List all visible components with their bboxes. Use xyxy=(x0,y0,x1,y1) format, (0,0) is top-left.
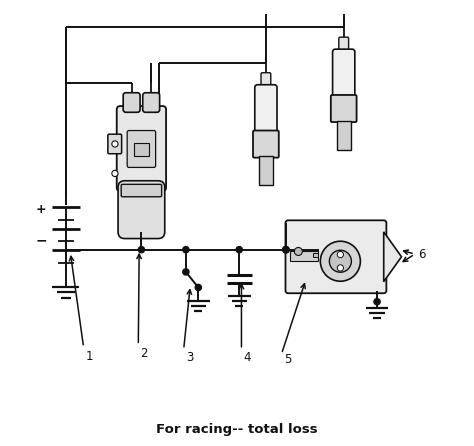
Circle shape xyxy=(294,248,302,256)
Circle shape xyxy=(337,265,344,271)
Circle shape xyxy=(112,170,118,177)
FancyBboxPatch shape xyxy=(117,106,166,191)
Text: −: − xyxy=(36,234,47,248)
Text: 2: 2 xyxy=(140,347,147,360)
FancyBboxPatch shape xyxy=(331,95,356,122)
Circle shape xyxy=(183,247,189,253)
Circle shape xyxy=(195,285,201,291)
Circle shape xyxy=(283,247,289,253)
Circle shape xyxy=(112,141,118,147)
FancyBboxPatch shape xyxy=(339,37,348,53)
Circle shape xyxy=(183,269,189,275)
Circle shape xyxy=(138,247,145,253)
Circle shape xyxy=(236,247,242,253)
FancyBboxPatch shape xyxy=(123,93,140,112)
FancyBboxPatch shape xyxy=(118,181,165,239)
FancyBboxPatch shape xyxy=(333,49,355,99)
Circle shape xyxy=(320,241,360,281)
FancyBboxPatch shape xyxy=(143,93,160,112)
Text: 4: 4 xyxy=(243,351,251,364)
Bar xyxy=(313,253,318,257)
Text: 6: 6 xyxy=(418,248,426,260)
FancyBboxPatch shape xyxy=(285,220,386,293)
Text: +: + xyxy=(36,203,46,216)
Circle shape xyxy=(329,250,351,272)
FancyBboxPatch shape xyxy=(108,134,122,154)
FancyBboxPatch shape xyxy=(255,85,277,135)
FancyBboxPatch shape xyxy=(127,131,155,167)
Text: 5: 5 xyxy=(284,353,292,367)
Circle shape xyxy=(337,252,344,258)
Bar xyxy=(337,121,351,150)
Text: 1: 1 xyxy=(86,350,93,363)
Text: For racing-- total loss: For racing-- total loss xyxy=(156,423,318,436)
Bar xyxy=(134,143,148,156)
Bar xyxy=(291,252,318,261)
Bar xyxy=(259,156,273,185)
Circle shape xyxy=(283,247,289,253)
Circle shape xyxy=(283,247,289,253)
Text: 3: 3 xyxy=(186,351,193,364)
FancyBboxPatch shape xyxy=(121,184,162,197)
Polygon shape xyxy=(384,232,401,282)
Circle shape xyxy=(374,298,380,305)
FancyBboxPatch shape xyxy=(253,131,279,157)
FancyBboxPatch shape xyxy=(261,73,271,89)
